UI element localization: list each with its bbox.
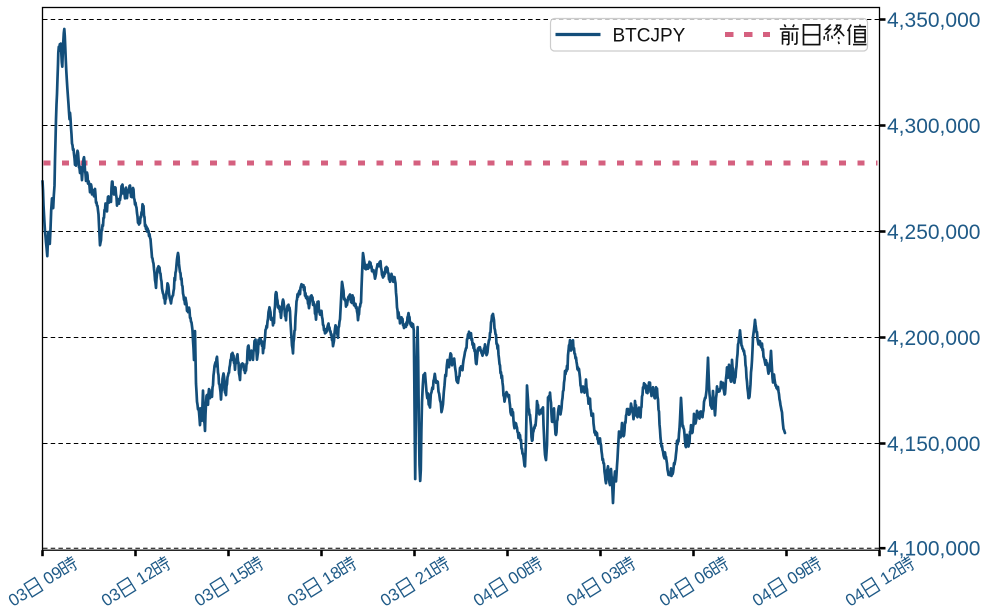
- svg-text:4,300,000: 4,300,000: [887, 115, 980, 138]
- svg-text:4,200,000: 4,200,000: [887, 327, 980, 350]
- svg-text:4,350,000: 4,350,000: [887, 9, 980, 32]
- svg-text:4,150,000: 4,150,000: [887, 433, 980, 456]
- svg-text:4,250,000: 4,250,000: [887, 221, 980, 244]
- svg-text:BTCJPY: BTCJPY: [613, 26, 686, 47]
- svg-text:4,100,000: 4,100,000: [887, 538, 980, 561]
